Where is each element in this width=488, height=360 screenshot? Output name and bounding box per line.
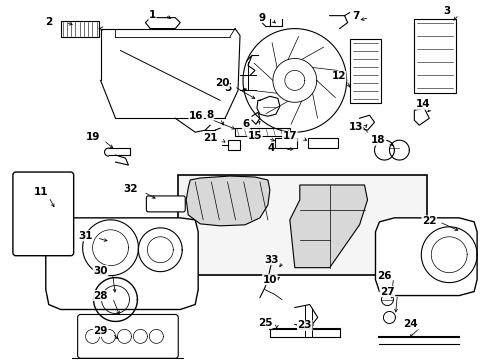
Bar [349,39,381,103]
Text: 16: 16 [188,111,203,121]
Text: 22: 22 [421,216,436,226]
Text: 15: 15 [247,131,262,141]
Text: 3: 3 [443,6,450,15]
Text: 9: 9 [258,13,265,23]
FancyBboxPatch shape [61,21,99,37]
Bar [307,138,337,148]
Text: 21: 21 [203,133,217,143]
Polygon shape [375,218,476,296]
Text: 32: 32 [123,184,138,194]
Bar [235,128,289,136]
Text: 19: 19 [85,132,100,142]
Text: 4: 4 [266,143,274,153]
Text: 33: 33 [264,255,279,265]
Bar [227,140,240,150]
Text: 26: 26 [376,271,391,281]
Text: 7: 7 [351,11,359,21]
Text: 25: 25 [257,319,272,328]
FancyBboxPatch shape [13,172,74,256]
Text: 6: 6 [242,119,249,129]
Text: 14: 14 [415,99,430,109]
Text: 17: 17 [282,131,297,141]
Text: 24: 24 [402,319,417,329]
Text: 29: 29 [93,327,107,336]
Text: 27: 27 [379,287,394,297]
FancyBboxPatch shape [72,358,183,360]
Text: 31: 31 [78,231,93,241]
Bar [274,138,296,148]
FancyBboxPatch shape [146,196,185,212]
Text: 20: 20 [214,78,229,88]
Polygon shape [186,176,269,226]
Text: 18: 18 [370,135,385,145]
Bar [413,19,455,93]
Text: 1: 1 [148,10,156,20]
Polygon shape [413,108,428,125]
Bar [178,175,427,275]
Text: 10: 10 [262,275,277,285]
Text: 28: 28 [93,291,107,301]
Text: 5: 5 [224,84,231,93]
Text: 30: 30 [93,266,107,276]
Text: 11: 11 [34,187,48,197]
Text: 23: 23 [297,320,311,330]
Text: 8: 8 [206,110,213,120]
Text: 12: 12 [331,71,345,81]
Polygon shape [289,185,367,268]
Text: 13: 13 [347,122,362,132]
Polygon shape [46,218,198,310]
FancyBboxPatch shape [78,315,178,358]
Text: 2: 2 [45,17,52,27]
